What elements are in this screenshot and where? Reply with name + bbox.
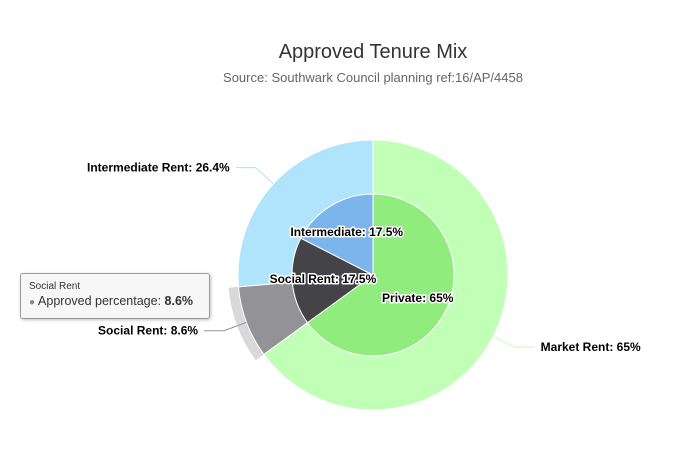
connector-social-rent (204, 321, 247, 332)
inner-slice-social[interactable] (291, 237, 374, 324)
tooltip-series-name: Approved percentage: (38, 294, 165, 308)
outer-label-intermediate-rent: Intermediate Rent: 26.4% (87, 161, 230, 175)
connector-intermediate-rent (235, 167, 274, 185)
connector-layer (204, 167, 535, 348)
bullet-icon: ● (29, 297, 36, 308)
inner-label-private: Private: 65% (382, 291, 454, 305)
outer-ring (237, 139, 509, 411)
inner-label-social: Social Rent: 17.5% (270, 272, 377, 286)
inner-ring (291, 193, 455, 357)
tooltip: Social Rent ● Approved percentage: 8.6% (20, 273, 210, 319)
inner-slice-private[interactable] (306, 193, 455, 357)
chart-subtitle: Source: Southwark Council planning ref:1… (223, 70, 523, 85)
inner-slice-intermediate[interactable] (300, 193, 374, 276)
tooltip-row: ● Approved percentage: 8.6% (29, 294, 201, 308)
inner-label-intermediate: Intermediate: 17.5% (290, 225, 403, 239)
outer-label-market-rent: Market Rent: 65% (541, 340, 641, 354)
tooltip-header: Social Rent (29, 281, 81, 292)
chart-title: Approved Tenure Mix (279, 41, 468, 63)
connector-market-rent (493, 335, 535, 348)
label-layer: Market Rent: 65% Social Rent: 8.6% Interme… (87, 161, 641, 355)
tooltip-value: 8.6% (164, 294, 194, 308)
outer-label-social-rent: Social Rent: 8.6% (98, 324, 198, 338)
